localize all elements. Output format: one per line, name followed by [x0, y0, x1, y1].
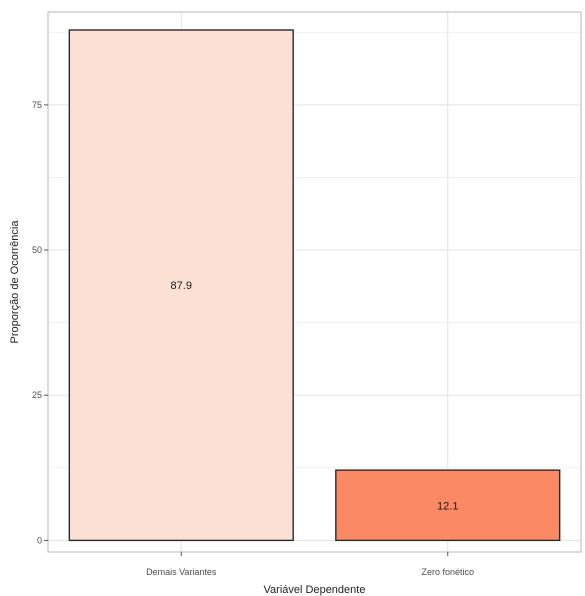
bar-data-label: 87.9: [171, 280, 192, 292]
y-tick-label: 25: [32, 390, 42, 400]
bar-series: [68, 29, 561, 542]
bar-data-label: 12.1: [437, 500, 458, 512]
y-tick-label: 50: [32, 245, 42, 255]
bar-1: [68, 29, 294, 542]
y-tick-label: 75: [32, 100, 42, 110]
bar-2: [335, 469, 561, 542]
y-axis-title: Proporção de Ocorrência: [9, 220, 21, 344]
y-tick-label: 0: [37, 535, 42, 545]
y-axis: 0 25 50 75: [32, 100, 48, 545]
panel-border: [47, 11, 582, 553]
x-axis: Demais Variantes Zero fonético: [146, 552, 474, 577]
x-tick-label: Zero fonético: [421, 567, 474, 577]
x-tick-label: Demais Variantes: [146, 567, 217, 577]
x-axis-title: Variável Dependente: [264, 584, 366, 596]
bar-data-labels: 87.9 12.1: [171, 280, 459, 512]
